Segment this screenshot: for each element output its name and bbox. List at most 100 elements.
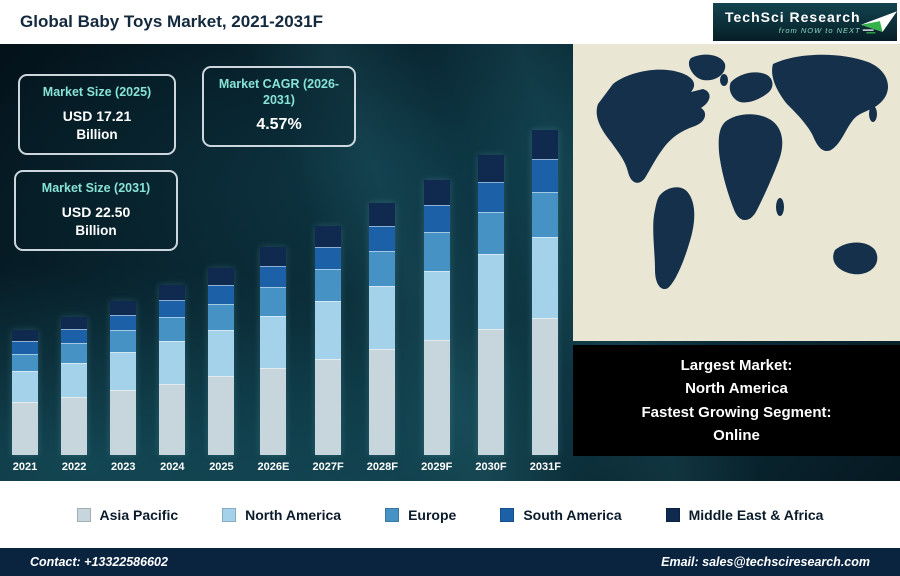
stacked-bar xyxy=(159,285,186,455)
bar-column: 2028F xyxy=(367,203,398,475)
x-axis-label: 2023 xyxy=(110,461,136,473)
bar-segment-south-america xyxy=(532,159,559,192)
bar-segment-europe xyxy=(369,250,396,287)
bar-segment-north-america xyxy=(12,371,38,403)
stacked-bar xyxy=(260,247,287,455)
bar-segment-south-america xyxy=(159,300,186,318)
stacked-bar xyxy=(478,155,504,455)
x-axis-label: 2024 xyxy=(160,461,185,473)
bar-segment-middle-east-africa xyxy=(61,317,88,330)
legend-label: Europe xyxy=(408,506,457,523)
stacked-bar xyxy=(315,226,342,455)
bar-segment-europe xyxy=(532,191,559,238)
page-title: Global Baby Toys Market, 2021-2031F xyxy=(20,12,323,31)
chart-area: Market Size (2025) USD 17.21 Billion Mar… xyxy=(0,44,900,481)
bar-segment-europe xyxy=(12,353,38,372)
bar-column: 2023 xyxy=(110,301,137,475)
bar-segment-asia-pacific xyxy=(423,339,450,455)
x-axis-label: 2022 xyxy=(61,461,87,473)
bar-segment-middle-east-africa xyxy=(208,268,235,285)
legend-item: Asia Pacific xyxy=(76,507,178,523)
bar-segment-middle-east-africa xyxy=(159,285,186,301)
bar-segment-asia-pacific xyxy=(61,397,88,455)
highlight-box: Largest Market: North America Fastest Gr… xyxy=(573,345,900,456)
world-map xyxy=(573,44,900,341)
market-size-2031-label: Market Size (2031) xyxy=(41,181,151,195)
legend-label: North America xyxy=(245,506,342,523)
stacked-bar xyxy=(208,268,235,455)
x-axis-label: 2025 xyxy=(209,461,234,473)
bar-segment-middle-east-africa xyxy=(369,203,396,226)
bar-column: 2026E xyxy=(258,247,289,475)
market-size-2025-unit: Billion xyxy=(76,126,118,142)
bar-segment-asia-pacific xyxy=(208,376,235,455)
stacked-bar xyxy=(369,203,396,455)
x-axis-label: 2028F xyxy=(366,461,398,473)
header: Global Baby Toys Market, 2021-2031F Tech… xyxy=(0,0,900,44)
bar-segment-europe xyxy=(110,330,137,352)
market-size-2025-value: USD 17.21 xyxy=(62,107,132,124)
market-size-2031-box: Market Size (2031) USD 22.50 Billion xyxy=(14,170,178,251)
paper-plane-icon xyxy=(860,11,897,34)
legend-swatch xyxy=(76,507,91,522)
bar-segment-asia-pacific xyxy=(260,367,287,455)
legend-item: South America xyxy=(500,507,622,523)
bar-column: 2031F xyxy=(530,130,561,475)
stacked-bar xyxy=(61,317,88,455)
bar-segment-south-america xyxy=(260,265,287,287)
bar-segment-south-america xyxy=(12,341,38,354)
x-axis-label: 2030F xyxy=(475,461,507,473)
bar-column: 2027F xyxy=(312,226,344,475)
email-text: Email: sales@techsciresearch.com xyxy=(661,555,870,569)
logo-tagline: from NOW to NEXT xyxy=(778,26,861,35)
largest-market-label: Largest Market: xyxy=(680,357,793,374)
stacked-bar xyxy=(423,180,450,455)
bar-segment-north-america xyxy=(478,253,504,329)
market-cagr-box: Market CAGR (2026-2031) 4.57% xyxy=(202,66,356,147)
stacked-bar xyxy=(12,330,38,455)
bar-segment-south-america xyxy=(478,182,504,212)
legend-item: Europe xyxy=(385,507,456,523)
bar-segment-north-america xyxy=(159,341,186,384)
stacked-bar xyxy=(532,130,559,455)
bar-segment-south-america xyxy=(369,225,396,251)
bar-segment-asia-pacific xyxy=(478,328,504,455)
fastest-segment-label: Fastest Growing Segment: xyxy=(641,403,832,421)
bar-column: 2029F xyxy=(421,180,452,475)
contact-text: Contact: +13322586602 xyxy=(30,555,168,569)
legend-swatch xyxy=(665,507,680,522)
bar-segment-middle-east-africa xyxy=(423,180,450,205)
bar-segment-asia-pacific xyxy=(532,318,559,455)
bar-segment-north-america xyxy=(369,286,396,350)
techsci-logo: TechSci Research from NOW to NEXT xyxy=(713,3,897,41)
bar-segment-north-america xyxy=(61,362,88,398)
legend-label: Middle East & Africa xyxy=(688,506,824,523)
bar-segment-south-america xyxy=(208,284,235,304)
x-axis-label: 2031F xyxy=(529,461,561,473)
bar-segment-north-america xyxy=(532,237,559,319)
fastest-segment-value: Online xyxy=(713,426,760,444)
bar-segment-south-america xyxy=(61,329,88,344)
bar-segment-europe xyxy=(208,303,235,330)
bar-segment-asia-pacific xyxy=(159,383,186,455)
south-america-shape xyxy=(653,187,695,290)
bar-segment-europe xyxy=(423,232,450,271)
legend: Asia Pacific North America Europe South Ame… xyxy=(0,481,900,548)
market-size-2025-box: Market Size (2025) USD 17.21 Billion xyxy=(18,74,176,155)
bar-chart: 2021 2022 2023 2024 2025 2026E 2027F 2028F 2029F… xyxy=(12,130,561,475)
largest-market-value: North America xyxy=(685,380,788,398)
north-america-shape xyxy=(596,69,710,183)
market-size-2031-value: USD 22.50 xyxy=(61,203,131,220)
bar-column: 2022 xyxy=(61,317,88,475)
bar-segment-middle-east-africa xyxy=(260,247,287,266)
bar-segment-europe xyxy=(159,317,186,342)
market-size-2025-label: Market Size (2025) xyxy=(42,85,152,99)
bar-segment-asia-pacific xyxy=(110,390,137,455)
x-axis-label: 2021 xyxy=(12,461,38,473)
bar-column: 2030F xyxy=(475,155,507,475)
bar-segment-europe xyxy=(260,286,287,316)
bar-segment-north-america xyxy=(423,270,450,340)
market-cagr-label: Market CAGR (2026-2031) xyxy=(218,77,340,107)
bar-segment-south-america xyxy=(423,204,450,233)
bar-column: 2024 xyxy=(159,285,186,475)
